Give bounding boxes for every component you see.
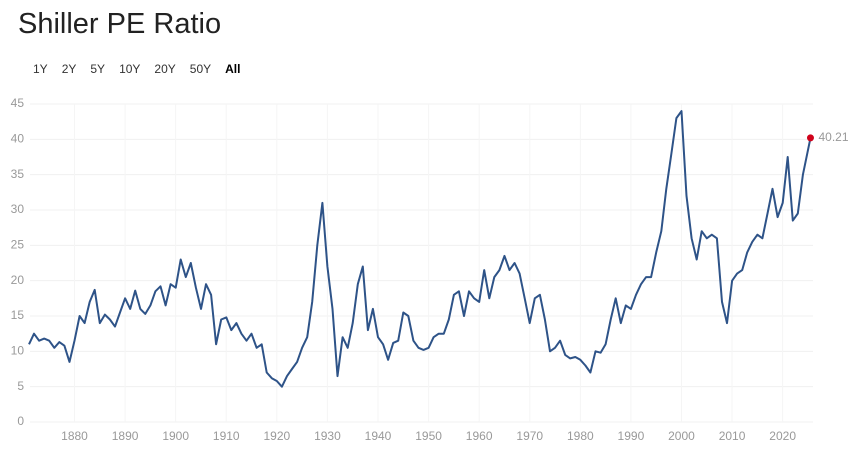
end-marker (806, 134, 814, 142)
range-button[interactable]: 1Y (33, 62, 48, 76)
y-tick-label: 10 (11, 344, 25, 358)
chart-title: Shiller PE Ratio (18, 8, 222, 40)
x-tick-label: 1950 (415, 429, 442, 443)
y-tick-label: 20 (11, 273, 25, 287)
x-tick-label: 1990 (618, 429, 645, 443)
range-button[interactable]: 20Y (154, 62, 176, 76)
x-tick-label: 1920 (263, 429, 290, 443)
y-tick-label: 45 (11, 96, 25, 110)
x-tick-label: 1930 (314, 429, 341, 443)
x-tick-label: 2000 (668, 429, 695, 443)
x-tick-label: 2010 (719, 429, 746, 443)
y-tick-label: 25 (11, 238, 25, 252)
x-tick-label: 1940 (365, 429, 392, 443)
y-tick-label: 5 (17, 379, 24, 393)
range-button[interactable]: 10Y (119, 62, 141, 76)
x-tick-label: 2020 (769, 429, 796, 443)
x-tick-label: 1980 (567, 429, 594, 443)
range-button[interactable]: 5Y (90, 62, 106, 76)
y-tick-label: 15 (11, 308, 25, 322)
y-tick-label: 40 (11, 132, 25, 146)
x-tick-label: 1970 (516, 429, 543, 443)
range-button[interactable]: All (225, 62, 241, 76)
x-tick-label: 1900 (162, 429, 189, 443)
x-tick-label: 1890 (112, 429, 139, 443)
y-tick-label: 30 (11, 202, 25, 216)
y-tick-label: 35 (11, 167, 25, 181)
end-value-label: 40.21 (818, 130, 848, 144)
range-buttons: 1Y 2Y 5Y 10Y 20Y 50Y All (26, 60, 247, 78)
range-button[interactable]: 50Y (189, 62, 212, 76)
x-tick-label: 1960 (466, 429, 493, 443)
y-tick-label: 0 (17, 414, 24, 428)
x-tick-label: 1880 (61, 429, 88, 443)
pe-line (28, 110, 812, 388)
range-button[interactable]: 2Y (61, 62, 77, 76)
x-tick-label: 1910 (213, 429, 240, 443)
